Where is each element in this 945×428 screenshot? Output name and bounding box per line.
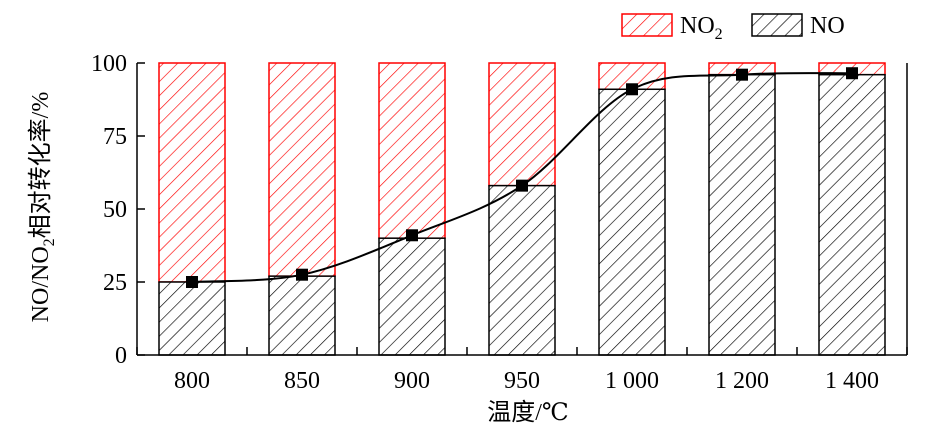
y-tick-label-2: 50 <box>103 197 127 223</box>
x-tick-label-4: 1 000 <box>605 368 659 394</box>
bar-no-3 <box>488 184 556 356</box>
bar-no-0 <box>158 281 226 356</box>
x-tick-label-6: 1 400 <box>825 368 879 394</box>
y-tick-label-4: 100 <box>91 51 127 77</box>
line-marker-6 <box>846 67 858 80</box>
y-tick-label-1: 25 <box>103 270 127 296</box>
bar-no2-1 <box>268 62 336 277</box>
line-marker-4 <box>626 83 638 96</box>
conversion-line-layer <box>186 67 858 288</box>
legend-label-no2: NO2 <box>680 13 723 43</box>
bar-no2-3 <box>488 62 556 187</box>
x-tick-label-0: 800 <box>174 368 210 394</box>
legend: NO2 NO <box>621 13 845 43</box>
bar-no-4 <box>598 88 666 356</box>
legend-swatch-no2 <box>621 13 673 37</box>
bars <box>158 62 886 356</box>
line-marker-5 <box>736 68 748 81</box>
x-tick-label-1: 850 <box>284 368 320 394</box>
y-tick-label-0: 0 <box>115 343 127 369</box>
line-marker-0 <box>186 276 198 288</box>
x-tick-label-3: 950 <box>504 368 540 394</box>
y-axis-label-prefix: NO/NO <box>28 246 54 322</box>
bar-no-6 <box>818 73 886 356</box>
bar-no-2 <box>378 237 446 356</box>
axes: 0 25 50 75 100 800 850 900 950 1 000 1 200 1 400 <box>91 51 908 394</box>
y-axis-label-suffix: 相对转化率/% <box>27 92 54 239</box>
legend-swatch-no <box>751 13 803 37</box>
legend-label-no: NO <box>810 13 845 39</box>
line-marker-2 <box>406 229 418 242</box>
x-axis-label: 温度/℃ <box>487 399 569 426</box>
line-marker-1 <box>296 268 308 281</box>
y-axis-label: NO/NO2相对转化率/% <box>27 92 58 323</box>
bar-no2-2 <box>378 62 446 239</box>
x-tick-label-5: 1 200 <box>715 368 769 394</box>
line-marker-3 <box>516 179 528 192</box>
bar-no2-0 <box>158 62 226 283</box>
y-tick-label-3: 75 <box>103 124 127 150</box>
bar-no-5 <box>708 73 776 356</box>
x-tick-label-2: 900 <box>394 368 430 394</box>
bar-no-1 <box>268 275 336 356</box>
y-axis-label-sub: 2 <box>41 238 58 246</box>
